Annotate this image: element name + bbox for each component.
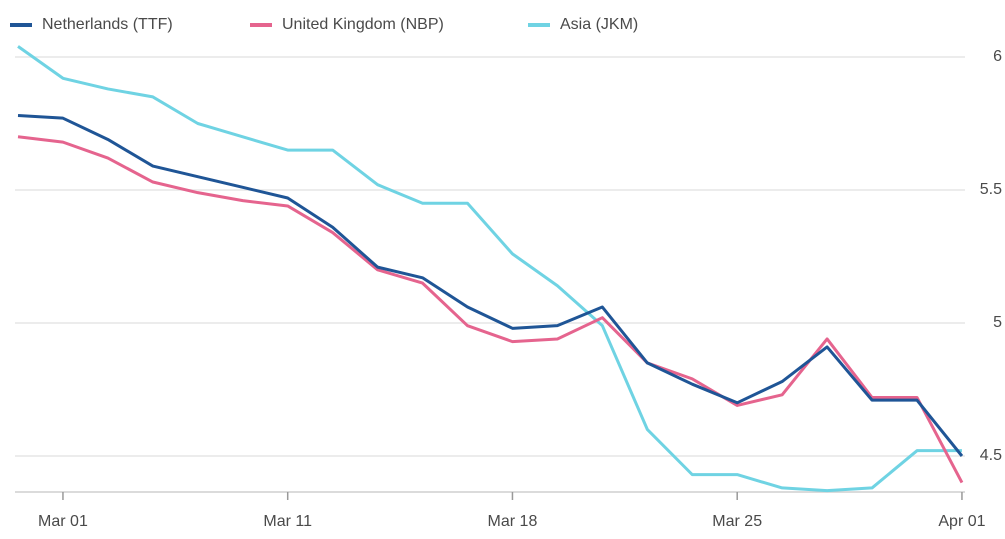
x-tick-label: Mar 11 [263, 513, 312, 530]
series-line [17, 114, 964, 457]
legend-label: Netherlands (TTF) [42, 16, 173, 33]
series-line [17, 45, 962, 493]
x-tick-label: Mar 18 [488, 513, 538, 530]
y-tick-label: 5.5 [980, 181, 1002, 198]
y-tick-label: 4.5 [980, 447, 1002, 464]
x-tick-label: Mar 25 [712, 513, 762, 530]
x-tick-label: Mar 01 [38, 513, 88, 530]
x-tick-label: Apr 01 [938, 513, 985, 530]
series-line [17, 135, 964, 484]
legend-label: United Kingdom (NBP) [282, 16, 444, 33]
legend-label: Asia (JKM) [560, 16, 638, 33]
y-tick-label: 6 [993, 48, 1002, 65]
y-tick-label: 5 [993, 314, 1002, 331]
